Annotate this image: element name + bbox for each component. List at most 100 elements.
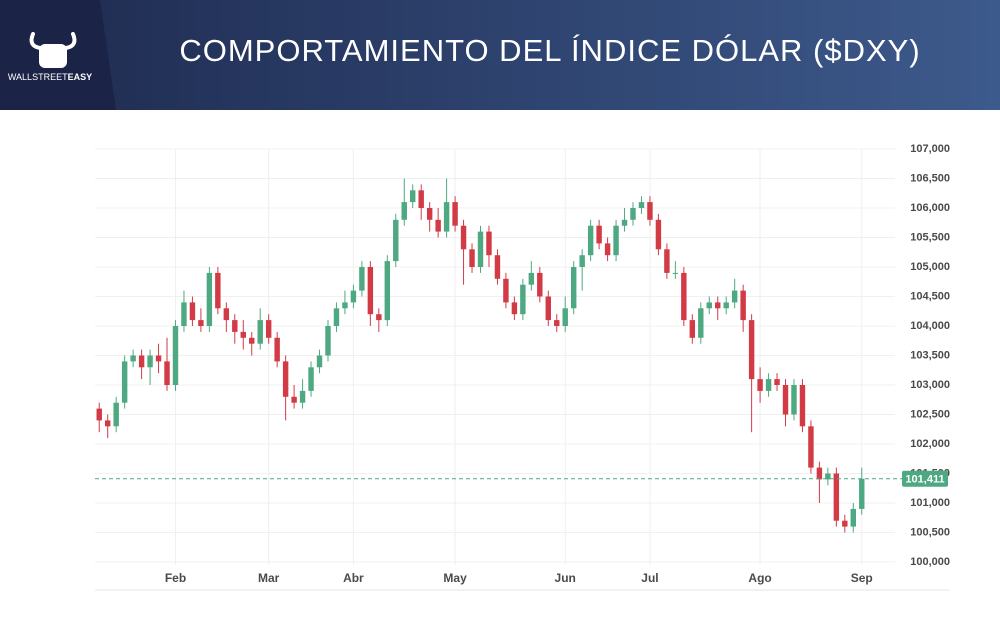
candle-body: [249, 337, 255, 344]
candle-body: [121, 361, 128, 403]
y-tick-label: 106,000: [910, 202, 950, 214]
last-value-label: 101,411: [905, 474, 944, 486]
candle-body: [232, 320, 238, 332]
candle-body: [359, 267, 365, 291]
candle-body: [621, 219, 628, 226]
candle-body: [384, 261, 391, 321]
logo-icon: [29, 32, 77, 68]
candle-body: [528, 272, 535, 285]
candle-body: [570, 267, 577, 309]
candle-body: [426, 208, 433, 220]
candle-body: [299, 390, 306, 403]
candle-body: [282, 361, 289, 397]
candle-body: [681, 272, 687, 321]
candle-body: [206, 272, 213, 326]
candle-body: [562, 308, 568, 326]
candle-body: [443, 202, 450, 232]
candle-body: [350, 290, 357, 303]
candle-body: [545, 296, 551, 321]
candle-body: [647, 202, 653, 220]
candle-body: [655, 219, 662, 250]
candle-body: [494, 255, 501, 279]
last-value-badge: [902, 470, 948, 487]
candle-body: [842, 520, 848, 527]
candle-body: [138, 355, 145, 368]
candle-body: [155, 355, 162, 362]
x-tick-label: Abr: [343, 571, 364, 585]
candle-body: [808, 426, 814, 468]
header-bar: [0, 0, 1000, 110]
candle-body: [664, 249, 670, 273]
y-tick-label: 104,500: [910, 290, 950, 302]
candle-body: [520, 284, 526, 315]
y-tick-label: 103,000: [910, 379, 950, 391]
y-tick-label: 101,000: [910, 497, 950, 509]
candle-body: [604, 243, 611, 256]
candle-body: [393, 219, 399, 262]
x-tick-label: Mar: [258, 571, 280, 585]
candle-body: [435, 219, 441, 232]
logo-text: WALLSTREETEASY: [8, 72, 92, 82]
y-tick-label: 105,000: [910, 261, 950, 273]
candle-body: [130, 355, 136, 362]
candle-body: [265, 320, 272, 338]
x-tick-label: Ago: [748, 571, 771, 585]
x-tick-label: Sep: [851, 571, 873, 585]
candle-body: [596, 225, 602, 244]
candle-body: [799, 385, 806, 427]
candle-body: [181, 302, 187, 326]
y-tick-label: 104,000: [910, 320, 950, 332]
candle-body: [503, 278, 509, 303]
candle-body: [587, 225, 594, 256]
candle-body: [223, 308, 230, 321]
candle-body: [613, 225, 619, 256]
candle-body: [477, 231, 484, 267]
candle-body: [452, 202, 458, 226]
candle-body: [731, 290, 738, 303]
candle-body: [579, 255, 585, 267]
candle-body: [147, 355, 153, 368]
candle-body: [240, 331, 246, 338]
candle-body: [342, 302, 348, 309]
x-tick-label: Jun: [555, 571, 576, 585]
y-tick-label: 102,000: [910, 438, 950, 450]
candle-body: [333, 308, 340, 326]
candle-body: [537, 272, 543, 297]
y-tick-label: 107,000: [910, 143, 950, 155]
candle-body: [672, 272, 679, 274]
candle-body: [748, 320, 755, 380]
candle-body: [308, 367, 314, 391]
candle-body: [215, 272, 221, 309]
y-tick-label: 100,500: [910, 526, 950, 538]
candle-body: [833, 473, 840, 521]
candle-body: [638, 202, 645, 208]
x-tick-label: Feb: [165, 571, 186, 585]
candle-body: [816, 467, 823, 480]
candle-body: [715, 302, 721, 309]
logo-text-bold: EASY: [68, 72, 93, 82]
y-tick-label: 100,000: [910, 556, 950, 568]
candle-body: [511, 302, 518, 315]
y-tick-label: 102,500: [910, 408, 950, 420]
candle-body: [460, 225, 467, 250]
candle-body: [189, 302, 196, 321]
candle-body: [164, 361, 170, 385]
candle-body: [765, 379, 772, 391]
logo-text-light: WALLSTREET: [8, 72, 68, 82]
candle-body: [274, 337, 280, 362]
candle-body: [367, 267, 374, 315]
candle-body: [418, 190, 424, 208]
candle-body: [469, 249, 475, 267]
candle-body: [172, 326, 179, 385]
candle-body: [859, 478, 865, 509]
candle-body: [291, 396, 297, 403]
candle-body: [554, 320, 560, 326]
candle-body: [401, 202, 407, 220]
candle-body: [325, 326, 331, 356]
y-tick-label: 105,500: [910, 231, 950, 243]
candle-body: [630, 208, 636, 220]
candle-body: [698, 308, 704, 338]
candle-body: [376, 314, 382, 321]
